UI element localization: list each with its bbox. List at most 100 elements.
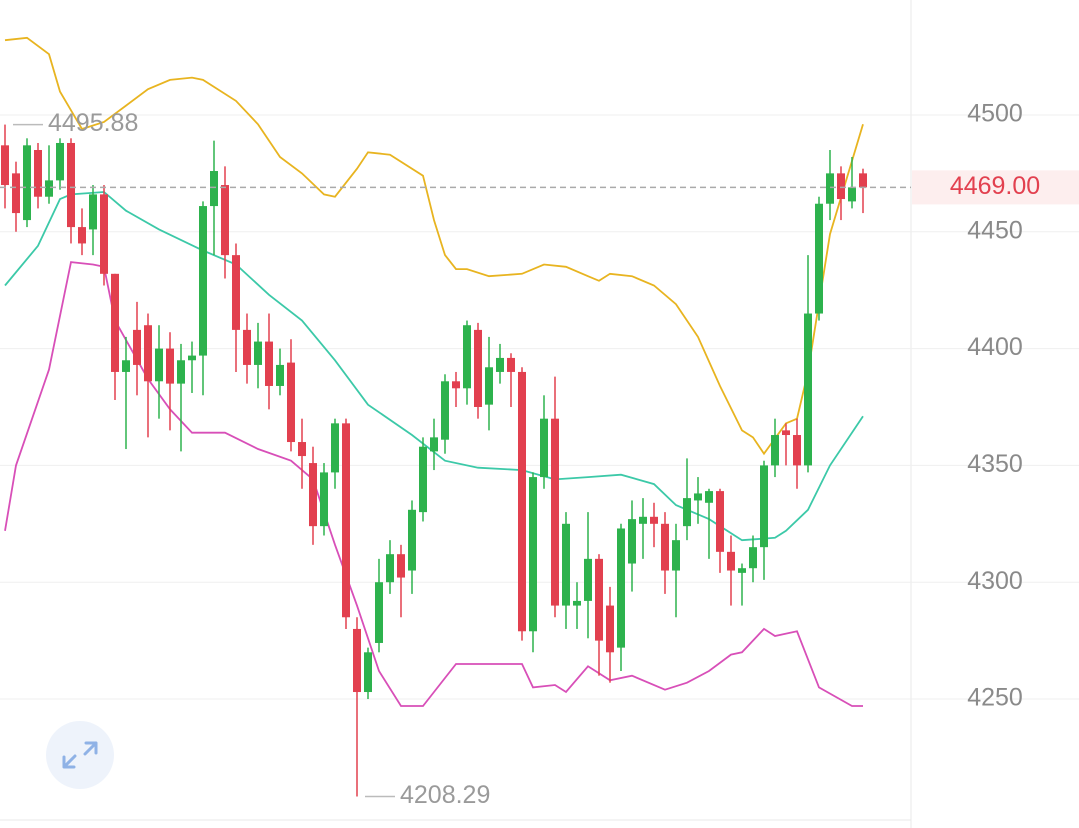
y-tick-label: 4400: [967, 333, 1023, 361]
candle-body: [177, 360, 185, 384]
candle-body: [485, 367, 493, 405]
candle-body: [67, 142, 75, 228]
candle-body: [804, 313, 812, 466]
candle-body: [386, 554, 394, 583]
candle-body: [353, 628, 361, 693]
band-line: [4, 261, 863, 707]
candle-body: [23, 145, 31, 221]
y-tick-label: 4450: [967, 216, 1023, 244]
candle-body: [628, 519, 636, 564]
candle-body: [661, 523, 669, 571]
candle-body: [309, 463, 317, 527]
candle-body: [573, 600, 581, 606]
candle-body: [210, 171, 218, 207]
candle-body: [133, 329, 141, 365]
labels: 4250 4300 4350 4400 4450 4500 4495.88 4208.29 44…: [0, 100, 1079, 809]
candle-body: [507, 357, 515, 372]
candle-body: [848, 187, 856, 202]
candle-body: [639, 516, 647, 524]
candle-body: [254, 341, 262, 365]
candle-body: [243, 329, 251, 365]
candle-body: [782, 430, 790, 436]
extreme-label: 4495.88: [48, 109, 138, 137]
expand-circle[interactable]: [46, 721, 114, 789]
candle-body: [111, 273, 119, 372]
candle-body: [496, 357, 504, 372]
candle-body: [672, 540, 680, 571]
y-tick-label: 4500: [967, 100, 1023, 128]
candle-body: [760, 465, 768, 548]
candle-body: [342, 423, 350, 618]
candle-body: [474, 329, 482, 407]
candle-body: [617, 528, 625, 648]
candle-body: [122, 360, 130, 372]
candle-body: [419, 446, 427, 513]
candle-body: [705, 491, 713, 503]
candle-body: [793, 435, 801, 466]
candle-body: [441, 381, 449, 440]
candle-body: [1, 145, 9, 186]
candle-body: [595, 558, 603, 641]
candle-body: [320, 472, 328, 527]
candle-body: [45, 180, 53, 197]
candle-body: [78, 227, 86, 244]
candle-body: [188, 355, 196, 361]
candle-body: [221, 185, 229, 256]
candle-body: [771, 435, 779, 466]
candle-body: [397, 554, 405, 578]
candle-body: [749, 547, 757, 569]
expand-button[interactable]: [46, 721, 114, 789]
candle-body: [331, 423, 339, 473]
candle-body: [463, 325, 471, 389]
candle-body: [716, 491, 724, 552]
candle-body: [364, 652, 372, 693]
candle-body: [815, 203, 823, 314]
candle-body: [738, 568, 746, 573]
candle-body: [518, 371, 526, 632]
candle-body: [606, 605, 614, 653]
candle-body: [562, 523, 570, 606]
candle-body: [12, 173, 20, 214]
y-tick-label: 4300: [967, 567, 1023, 595]
candle-body: [529, 477, 537, 632]
candle-body: [100, 194, 108, 274]
candle-body: [551, 418, 559, 606]
candle-body: [826, 173, 834, 204]
candle-body: [298, 442, 306, 457]
extreme-label: 4208.29: [400, 781, 490, 809]
candle-body: [56, 142, 64, 181]
candle-body: [155, 348, 163, 382]
y-tick-label: 4250: [967, 684, 1023, 712]
candle-body: [265, 341, 273, 386]
candle-body: [452, 381, 460, 389]
candle-body: [694, 493, 702, 501]
candle-body: [683, 498, 691, 527]
y-tick-label: 4350: [967, 450, 1023, 478]
expand-icon[interactable]: [62, 741, 98, 769]
candle-body: [540, 418, 548, 478]
candle-body: [199, 206, 207, 356]
candle-body: [430, 437, 438, 452]
candle-body: [584, 558, 592, 601]
band-line: [4, 36, 864, 456]
candle-body: [859, 173, 867, 188]
candle-body: [650, 516, 658, 524]
last-price-box: [912, 170, 1079, 205]
candle-body: [34, 149, 42, 197]
grid: [0, 114, 1079, 700]
candle-body: [375, 582, 383, 643]
candle-body: [408, 509, 416, 571]
candles: [1, 124, 867, 797]
candle-body: [89, 194, 97, 230]
candle-body: [837, 173, 845, 200]
candle-body: [287, 362, 295, 443]
candle-body: [727, 551, 735, 571]
last-price-label: 4469.00: [950, 172, 1040, 200]
candle-body: [144, 325, 152, 382]
candle-body: [166, 348, 174, 384]
candle-body: [232, 255, 240, 330]
candle-body: [276, 364, 284, 386]
